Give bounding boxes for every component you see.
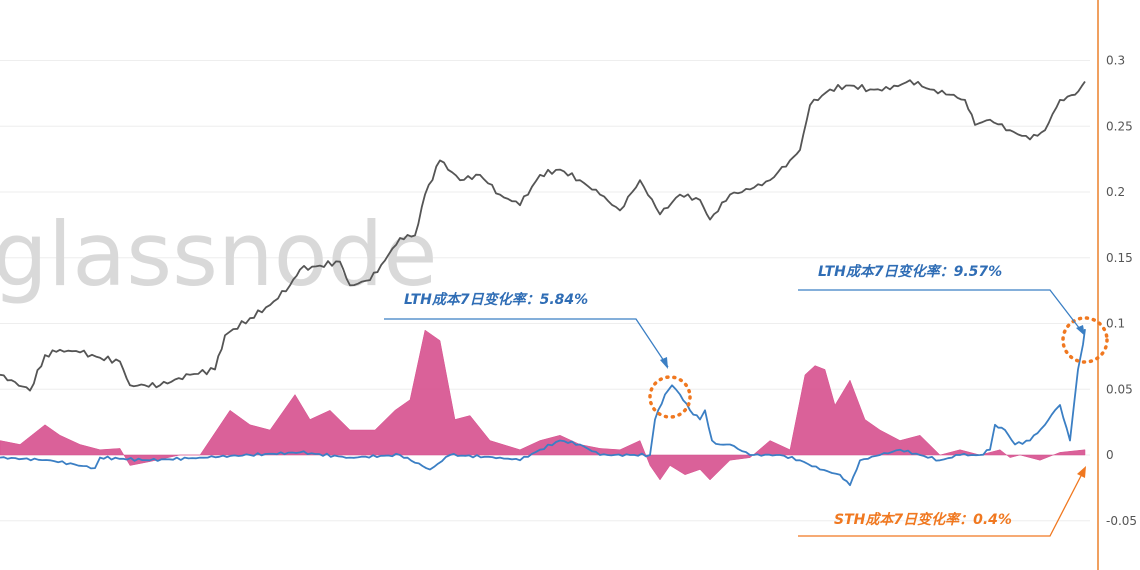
leader-line-sth [798,469,1085,537]
arrow-head-lth-1 [660,357,668,369]
leader-line-lth-1 [384,318,669,368]
price-line [0,79,1086,392]
annotation-sth: STH成本7日变化率：0.4% [834,511,1012,528]
sth-series [0,329,1086,481]
y-tick-label: 0.25 [1106,119,1133,133]
arrow-head-sth [1077,466,1086,478]
price-series [0,79,1086,392]
y-axis-ticks: 0.35 0.3 0.25 0.2 0.15 0.1 0.05 0 -0.05 [1106,0,1137,528]
annotation-lth-1: LTH成本7日变化率：5.84% [404,291,588,308]
highlight-circle-lth-1 [648,375,692,419]
annotation-lth-2: LTH成本7日变化率：9.57% [818,263,1002,280]
y-tick-label: 0.35 [1106,0,1133,2]
y-tick-label: 0.3 [1106,54,1125,68]
y-tick-label: 0.15 [1106,251,1133,265]
y-tick-label: 0.05 [1106,382,1133,396]
lth-series [0,329,1086,487]
y-tick-label: 0.2 [1106,185,1125,199]
lth-line [0,329,1086,487]
y-tick-label: 0.1 [1106,317,1125,331]
leader-line-lth-2 [798,289,1084,334]
y-tick-label: -0.05 [1106,514,1137,528]
watermark: glassnode [0,203,438,306]
arrow-head-lth-2 [1076,325,1085,336]
highlight-circle-lth-2 [1061,316,1109,364]
sth-area [0,329,1086,481]
y-tick-label: 0 [1106,448,1114,462]
